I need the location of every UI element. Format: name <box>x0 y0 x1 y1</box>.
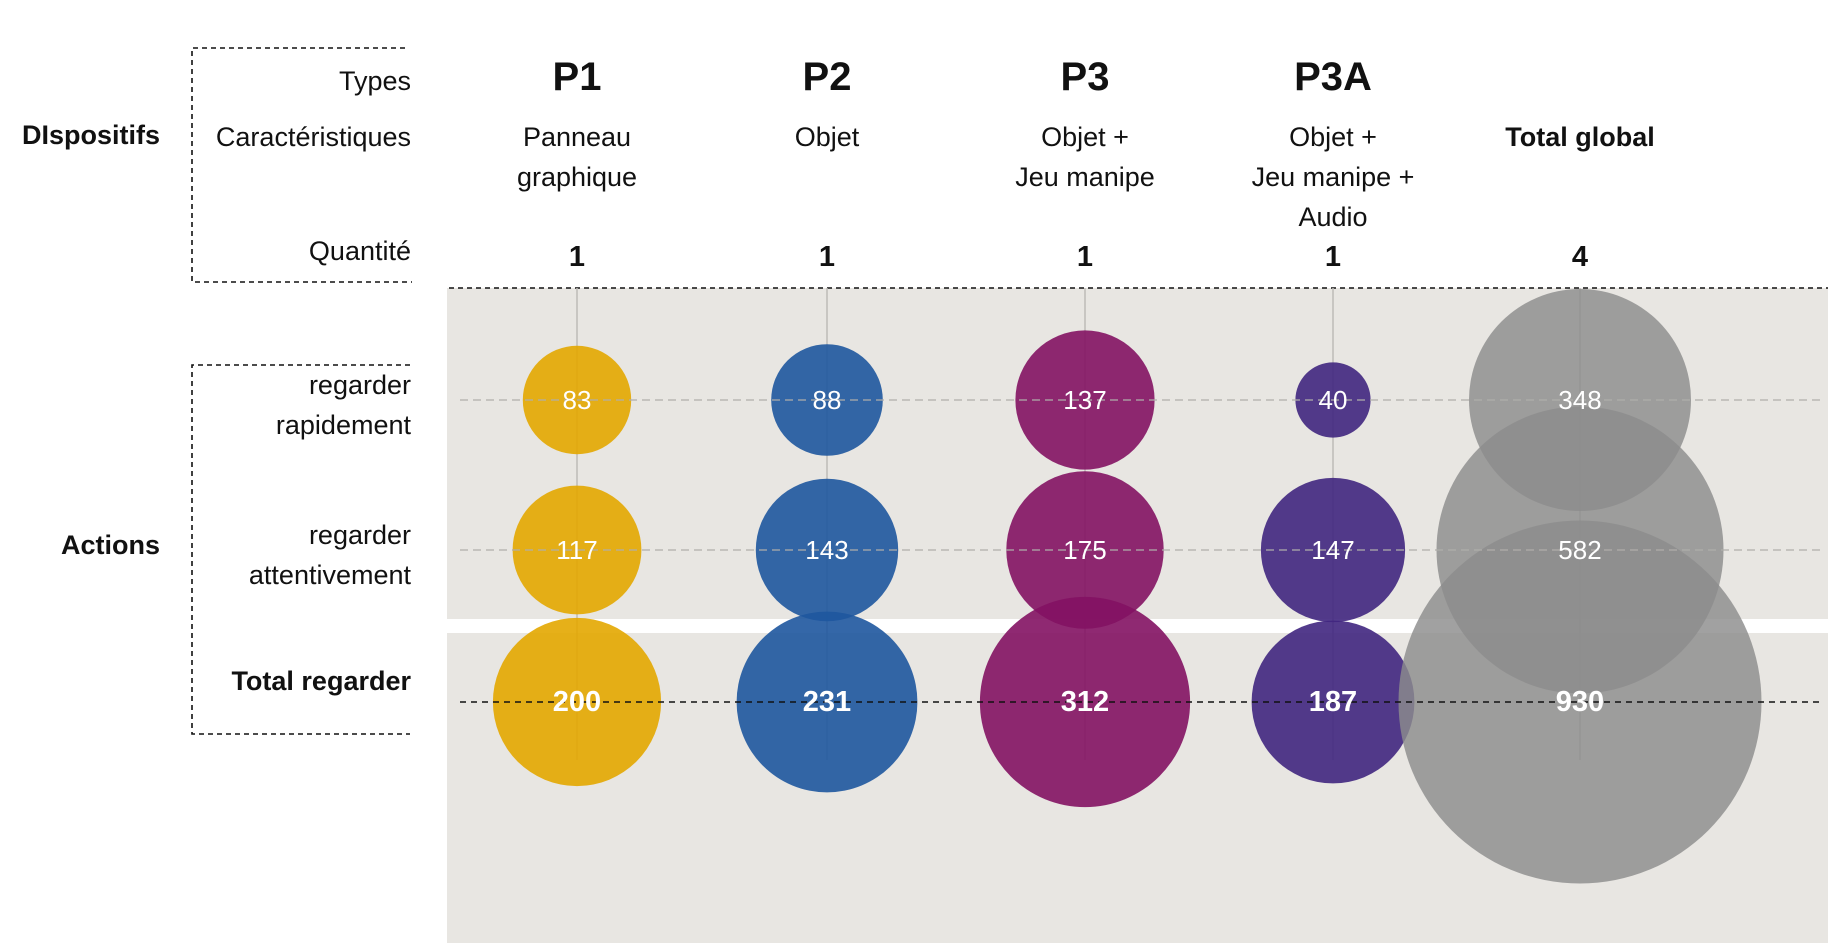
column-quantity-label: 1 <box>819 241 835 273</box>
column-type-label: P3 <box>1061 55 1110 99</box>
group-label-dispositifs: DIspositifs <box>22 120 160 150</box>
header-row-caracteristiques: Caractéristiques <box>216 122 411 152</box>
column-characteristic-label: graphique <box>517 162 637 192</box>
bubble-value-label: 143 <box>805 535 848 565</box>
column-characteristic-label: Objet <box>795 122 860 152</box>
action-row-label: rapidement <box>276 410 412 440</box>
column-quantity-label: 1 <box>1077 241 1093 273</box>
bubble-value-label: 187 <box>1309 686 1357 718</box>
action-row-label: Total regarder <box>231 666 411 696</box>
header-row-quantite: Quantité <box>309 236 411 266</box>
column-quantity-label: 1 <box>569 241 585 273</box>
bubble <box>979 596 1191 808</box>
bubble-value-label: 348 <box>1558 385 1601 415</box>
bubble-value-label: 582 <box>1558 535 1601 565</box>
bubble-value-label: 312 <box>1061 686 1109 718</box>
column-characteristic-label: Panneau <box>523 122 631 152</box>
action-row-label: regarder <box>309 370 411 400</box>
bubble-labels-layer: 83 88 137 40 348 117 143 175 147 582 200 231 312 187 9… <box>553 385 1604 718</box>
column-quantity-label: 4 <box>1572 241 1588 273</box>
column-characteristic-label: Total global <box>1505 122 1655 152</box>
action-row-label: regarder <box>309 520 411 550</box>
bubble-value-label: 930 <box>1556 686 1604 718</box>
bubble-value-label: 40 <box>1319 385 1348 415</box>
action-row-label: attentivement <box>249 560 412 590</box>
bubble-value-label: 83 <box>563 385 592 415</box>
column-quantity-label: 1 <box>1325 241 1341 273</box>
bubble-value-label: 117 <box>556 535 597 565</box>
bubble-value-label: 137 <box>1063 385 1106 415</box>
bubble <box>1398 520 1762 884</box>
bubble-value-label: 88 <box>813 385 842 415</box>
column-characteristic-label: Jeu manipe + <box>1252 162 1415 192</box>
bubble-value-label: 231 <box>803 686 851 718</box>
column-characteristic-label: Jeu manipe <box>1015 162 1155 192</box>
column-characteristic-label: Objet + <box>1041 122 1129 152</box>
bubble-value-label: 175 <box>1063 535 1106 565</box>
bubble-value-label: 147 <box>1311 535 1354 565</box>
column-characteristic-label: Objet + <box>1289 122 1377 152</box>
group-label-actions: Actions <box>61 530 160 560</box>
header-row-types: Types <box>339 66 411 96</box>
bubble <box>492 617 662 787</box>
bubble-value-label: 200 <box>553 686 601 718</box>
actions-bracket <box>191 364 410 735</box>
rows-layer: regarder rapidement regarder attentivement T… <box>231 370 1820 703</box>
column-type-label: P3A <box>1294 55 1372 99</box>
column-characteristic-label: Audio <box>1298 202 1367 232</box>
column-type-label: P1 <box>553 55 602 99</box>
column-type-label: P2 <box>803 55 852 99</box>
